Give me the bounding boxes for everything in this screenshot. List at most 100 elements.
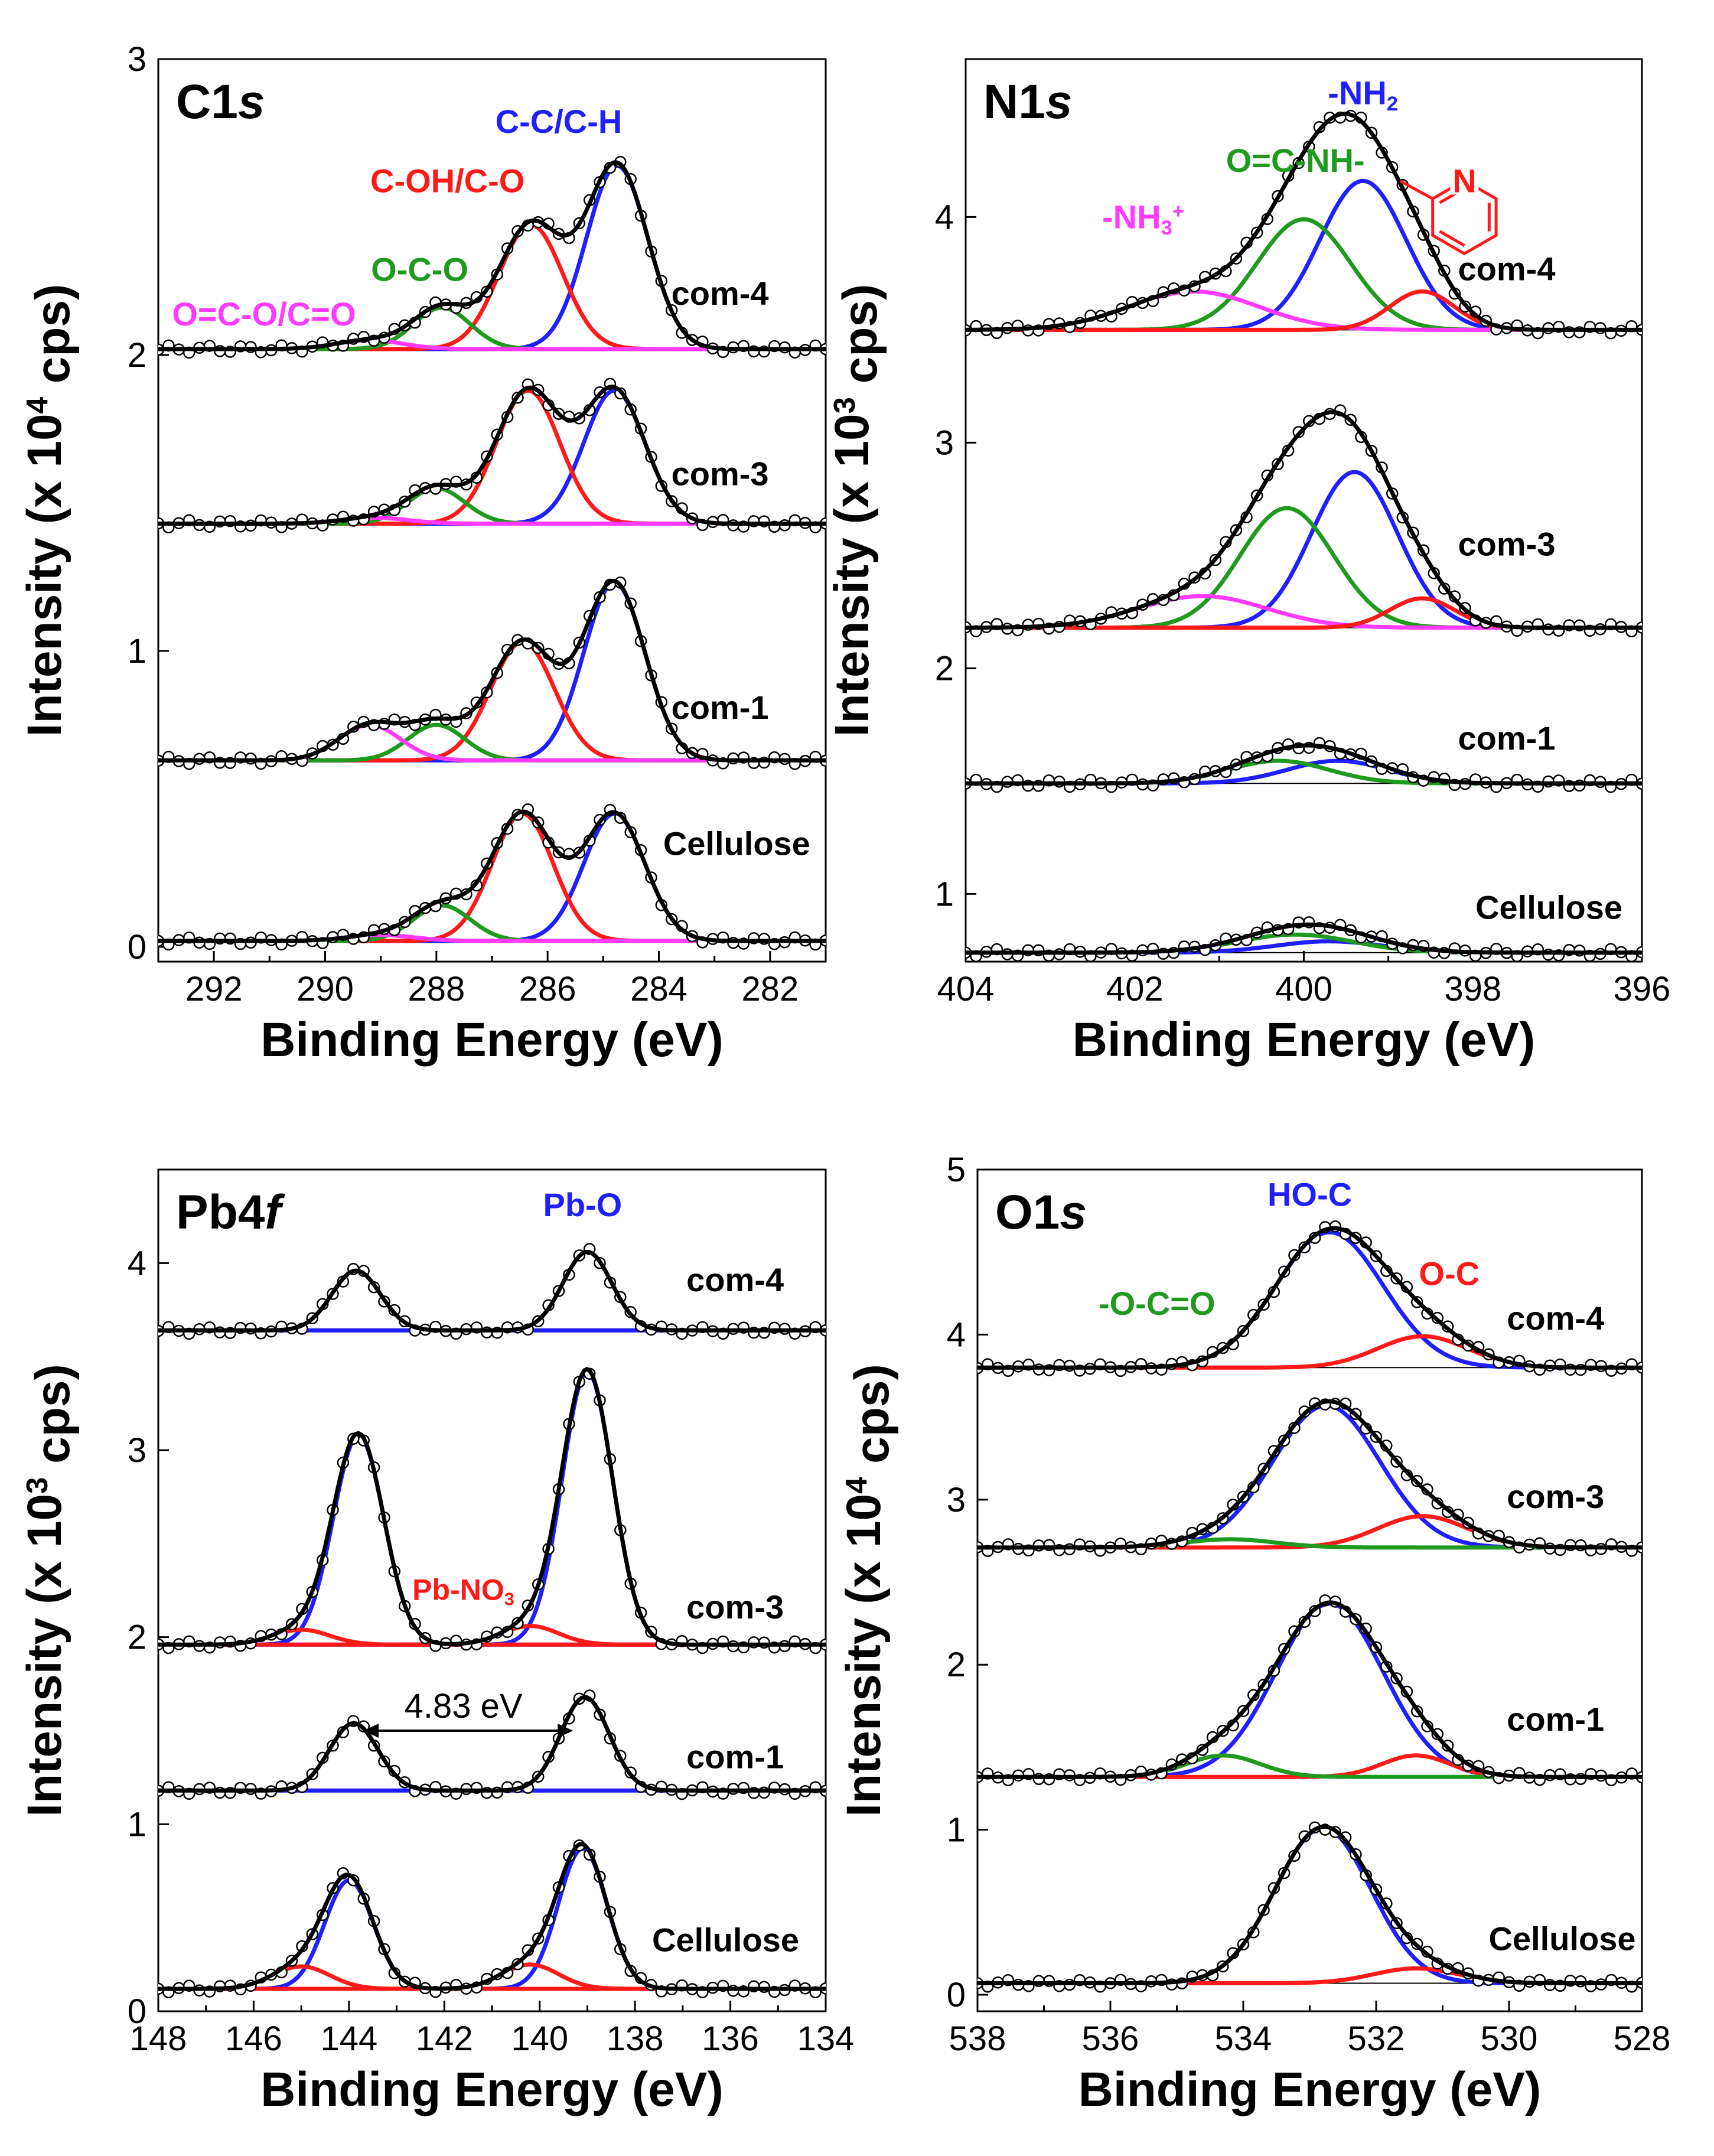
- series-com-4: [966, 109, 1642, 340]
- y-axis-title: Intensity (x 103 cps): [18, 1364, 80, 1817]
- series-com-1: [977, 1594, 1642, 1786]
- y-axis-title: Intensity (x 104 cps): [18, 284, 80, 737]
- series-cellulose: [158, 1839, 826, 1998]
- envelope-com-1: [977, 1600, 1642, 1779]
- annotation-o-c-o-c-o: O=C-O/C=O: [172, 295, 356, 333]
- y-tick-label: 4: [128, 1244, 146, 1282]
- x-tick-label: 138: [607, 2020, 664, 2058]
- text-part: cps): [845, 1364, 899, 1477]
- y-tick-label: 0: [947, 1976, 966, 2014]
- x-tick-label: 400: [1275, 970, 1332, 1008]
- x-tick-label: 538: [949, 2020, 1006, 2058]
- text-part: cps): [26, 284, 80, 397]
- y-axis-title: Intensity (x 104 cps): [837, 1364, 899, 1817]
- envelope-com-4: [977, 1226, 1642, 1370]
- envelope-cellulose: [158, 1842, 826, 1991]
- panel-title: O1s: [995, 1186, 1087, 1239]
- annotation-c-oh-c-o: C-OH/C-O: [370, 162, 524, 199]
- y-tick-label: 4: [947, 1315, 966, 1354]
- text-part: cps): [26, 1364, 80, 1477]
- trace-label-cellulose: Cellulose: [1475, 888, 1622, 926]
- y-axis-title: Intensity (x 103 cps): [825, 284, 887, 737]
- envelope-com-1: [966, 743, 1642, 786]
- x-tick-label: 402: [1106, 970, 1164, 1008]
- envelope-cellulose: [966, 922, 1642, 955]
- text-part: cps): [833, 284, 887, 397]
- trace-label-com-3: com-3: [1458, 525, 1556, 562]
- x-tick-label: 288: [408, 970, 465, 1008]
- sub-part: 2: [1387, 93, 1398, 115]
- y-tick-label: 2: [935, 649, 954, 688]
- series-com-1: [158, 1689, 826, 1800]
- arrowhead-right: [558, 1724, 573, 1738]
- envelope-com-3: [158, 385, 826, 526]
- series-com-4: [977, 1220, 1642, 1377]
- pyridine-n-atom: N: [1452, 162, 1476, 199]
- panel-title-orbital: s: [238, 75, 265, 129]
- y-tick-label: 3: [935, 424, 954, 462]
- text-part: -NH: [1102, 198, 1161, 236]
- x-tick-label: 148: [130, 2020, 187, 2058]
- x-axis-title: Binding Energy (eV): [260, 1013, 724, 1067]
- y-tick-label: 3: [947, 1481, 966, 1519]
- series-com-3: [158, 377, 826, 533]
- y-tick-label: 1: [128, 1805, 146, 1844]
- text-part: Intensity (x 10: [825, 413, 879, 737]
- panel-title-main: Pb4: [176, 1186, 265, 1239]
- series-com-1: [966, 737, 1642, 793]
- trace-label-cellulose: Cellulose: [663, 825, 810, 862]
- envelope-com-1: [158, 1695, 826, 1793]
- sub-part: 3: [1161, 217, 1172, 239]
- text-part: Intensity (x 10: [18, 413, 71, 737]
- x-tick-label: 286: [519, 970, 576, 1008]
- atom-mask: [1450, 161, 1479, 195]
- y-tick-label: 2: [128, 1618, 146, 1657]
- trace-label-com-1: com-1: [1507, 1701, 1604, 1738]
- trace-label-com-4: com-4: [672, 275, 769, 312]
- trace-label-com-3: com-3: [672, 455, 769, 492]
- x-tick-label: 142: [416, 2020, 473, 2058]
- y-tick-label: 2: [947, 1646, 966, 1684]
- x-tick-label: 136: [702, 2020, 759, 2058]
- trace-label-com-3: com-3: [686, 1588, 784, 1626]
- trace-label-com-4: com-4: [686, 1261, 784, 1298]
- text-part: Pb-NO: [412, 1573, 504, 1606]
- panel-title: N1s: [983, 75, 1072, 129]
- envelope-cellulose: [158, 809, 826, 943]
- x-tick-label: 140: [511, 2020, 568, 2058]
- y-tick-label: 3: [128, 1431, 146, 1470]
- panel-title-main: N1: [983, 75, 1045, 129]
- trace-label-cellulose: Cellulose: [652, 1921, 799, 1959]
- sup-part: 3: [827, 397, 861, 413]
- substituent-bond: [1399, 180, 1433, 200]
- y-tick-label: 0: [128, 928, 146, 966]
- x-axis-title: Binding Energy (eV): [1078, 2063, 1542, 2116]
- panel-c1s: 292 290 288 286 284 282 0 1 2 3 Binding Energy (eV…: [18, 40, 827, 1067]
- x-tick-label: 532: [1348, 2020, 1405, 2058]
- x-tick-label: 398: [1444, 970, 1501, 1008]
- arrowhead-left: [363, 1724, 379, 1738]
- x-tick-label: 528: [1614, 2020, 1671, 2058]
- series-com-1: [158, 577, 826, 770]
- annotation-4-83-ev: 4.83 eV: [405, 1687, 523, 1725]
- text-part: Intensity (x 10: [18, 1494, 71, 1817]
- x-tick-label: 290: [296, 970, 354, 1008]
- envelope-com-3: [966, 410, 1642, 630]
- trace-label-com-3: com-3: [1507, 1478, 1604, 1515]
- y-tick-label: 5: [947, 1151, 966, 1189]
- x-axis-title: Binding Energy (eV): [260, 2063, 724, 2116]
- sup-part: +: [1172, 200, 1184, 223]
- x-tick-label: 134: [797, 2020, 855, 2058]
- annotation-pb-o: Pb-O: [543, 1186, 622, 1223]
- envelope-com-1: [158, 578, 826, 763]
- y-tick-label: 4: [935, 198, 954, 236]
- series-com-3: [158, 1366, 826, 1655]
- panel-n1s: 404 402 400 398 396 1 2 3 4 Binding Energy (eV) In…: [825, 58, 1670, 1067]
- y-tick-label: 1: [935, 875, 954, 913]
- envelope-com-4: [158, 160, 826, 351]
- x-tick-label: 292: [185, 970, 243, 1008]
- panel-title: Pb4f: [176, 1186, 285, 1239]
- envelope-cellulose: [977, 1825, 1642, 1985]
- annotation-c-c-c-h: C-C/C-H: [496, 103, 623, 140]
